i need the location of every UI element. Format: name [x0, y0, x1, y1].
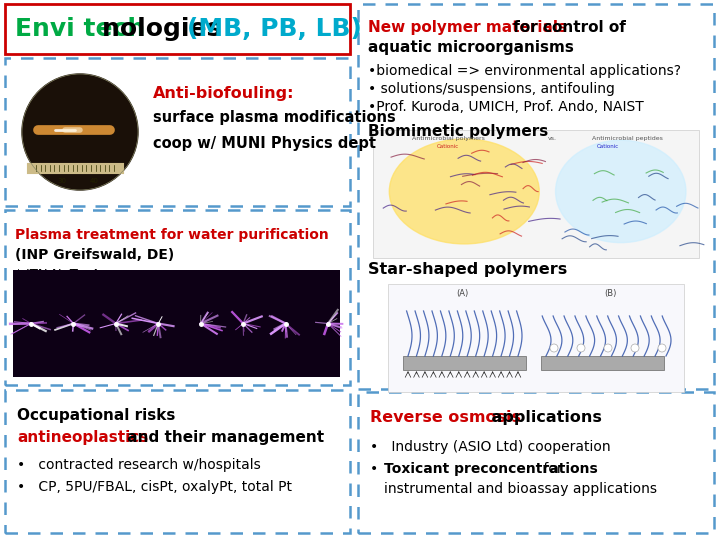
Text: Biomimetic polymers: Biomimetic polymers [368, 124, 548, 139]
Text: coop w/ MUNI Physics dept: coop w/ MUNI Physics dept [153, 136, 376, 151]
Text: for control of: for control of [508, 20, 626, 35]
Text: applications: applications [486, 410, 602, 425]
Circle shape [577, 344, 585, 352]
Text: Cationic: Cationic [597, 144, 619, 149]
Bar [358, 4, 714, 389]
Circle shape [631, 344, 639, 352]
Text: Star-shaped polymers: Star-shaped polymers [368, 262, 567, 277]
Text: vs.: vs. [548, 136, 557, 141]
Circle shape [658, 344, 666, 352]
Text: •   Industry (ASIO Ltd) cooperation: • Industry (ASIO Ltd) cooperation [370, 440, 611, 454]
Text: • solutions/suspensions, antifouling: • solutions/suspensions, antifouling [368, 82, 615, 96]
Bar [5, 58, 350, 206]
Circle shape [550, 344, 558, 352]
Text: (B): (B) [604, 289, 616, 298]
Text: for: for [539, 462, 562, 476]
Circle shape [604, 344, 612, 352]
Text: surface plasma modifications: surface plasma modifications [153, 110, 396, 125]
Text: antineoplastics: antineoplastics [17, 430, 148, 445]
Bar [373, 130, 699, 258]
Text: * ITN NaToxAq: * ITN NaToxAq [15, 268, 109, 281]
Text: •: • [370, 462, 392, 476]
Bar [5, 4, 350, 54]
Text: New polymer materials: New polymer materials [368, 20, 567, 35]
Bar [388, 284, 684, 392]
Text: Anti-biofouling:: Anti-biofouling: [153, 86, 294, 101]
Text: instrumental and bioassay applications: instrumental and bioassay applications [384, 482, 657, 496]
Circle shape [22, 74, 138, 190]
Text: Antimicrobial polymers: Antimicrobial polymers [412, 136, 485, 141]
Bar [13, 270, 340, 377]
Text: (MB, PB, LB): (MB, PB, LB) [187, 17, 362, 41]
Text: 40: 40 [89, 178, 99, 184]
Text: Envi tech: Envi tech [15, 17, 145, 41]
Bar [541, 356, 664, 370]
Bar [5, 210, 350, 385]
Text: •Prof. Kuroda, UMICH, Prof. Ando, NAIST: •Prof. Kuroda, UMICH, Prof. Ando, NAIST [368, 100, 644, 114]
Text: •   CP, 5PU/FBAL, cisPt, oxalyPt, total Pt: • CP, 5PU/FBAL, cisPt, oxalyPt, total Pt [17, 480, 292, 494]
Bar [358, 392, 714, 533]
Bar [5, 390, 350, 533]
Text: and their management: and their management [122, 430, 324, 445]
Text: (INP Greifswald, DE): (INP Greifswald, DE) [15, 248, 174, 262]
Text: Plasma treatment for water purification: Plasma treatment for water purification [15, 228, 329, 242]
Text: Occupational risks: Occupational risks [17, 408, 176, 423]
Text: •biomedical => environmental applications?: •biomedical => environmental application… [368, 64, 681, 78]
Text: Cationic: Cationic [437, 144, 459, 149]
Bar [403, 356, 526, 370]
Text: nologies: nologies [102, 17, 230, 41]
Text: (A): (A) [456, 289, 468, 298]
Text: •   contracted research w/hospitals: • contracted research w/hospitals [17, 458, 261, 472]
Text: Antimicrobial peptides: Antimicrobial peptides [592, 136, 662, 141]
Text: aquatic microorganisms: aquatic microorganisms [368, 40, 574, 55]
Text: Toxicant preconcentrations: Toxicant preconcentrations [384, 462, 598, 476]
Text: 30: 30 [58, 178, 66, 184]
Text: Reverse osmosis: Reverse osmosis [370, 410, 521, 425]
Ellipse shape [556, 140, 686, 242]
Ellipse shape [390, 139, 539, 244]
